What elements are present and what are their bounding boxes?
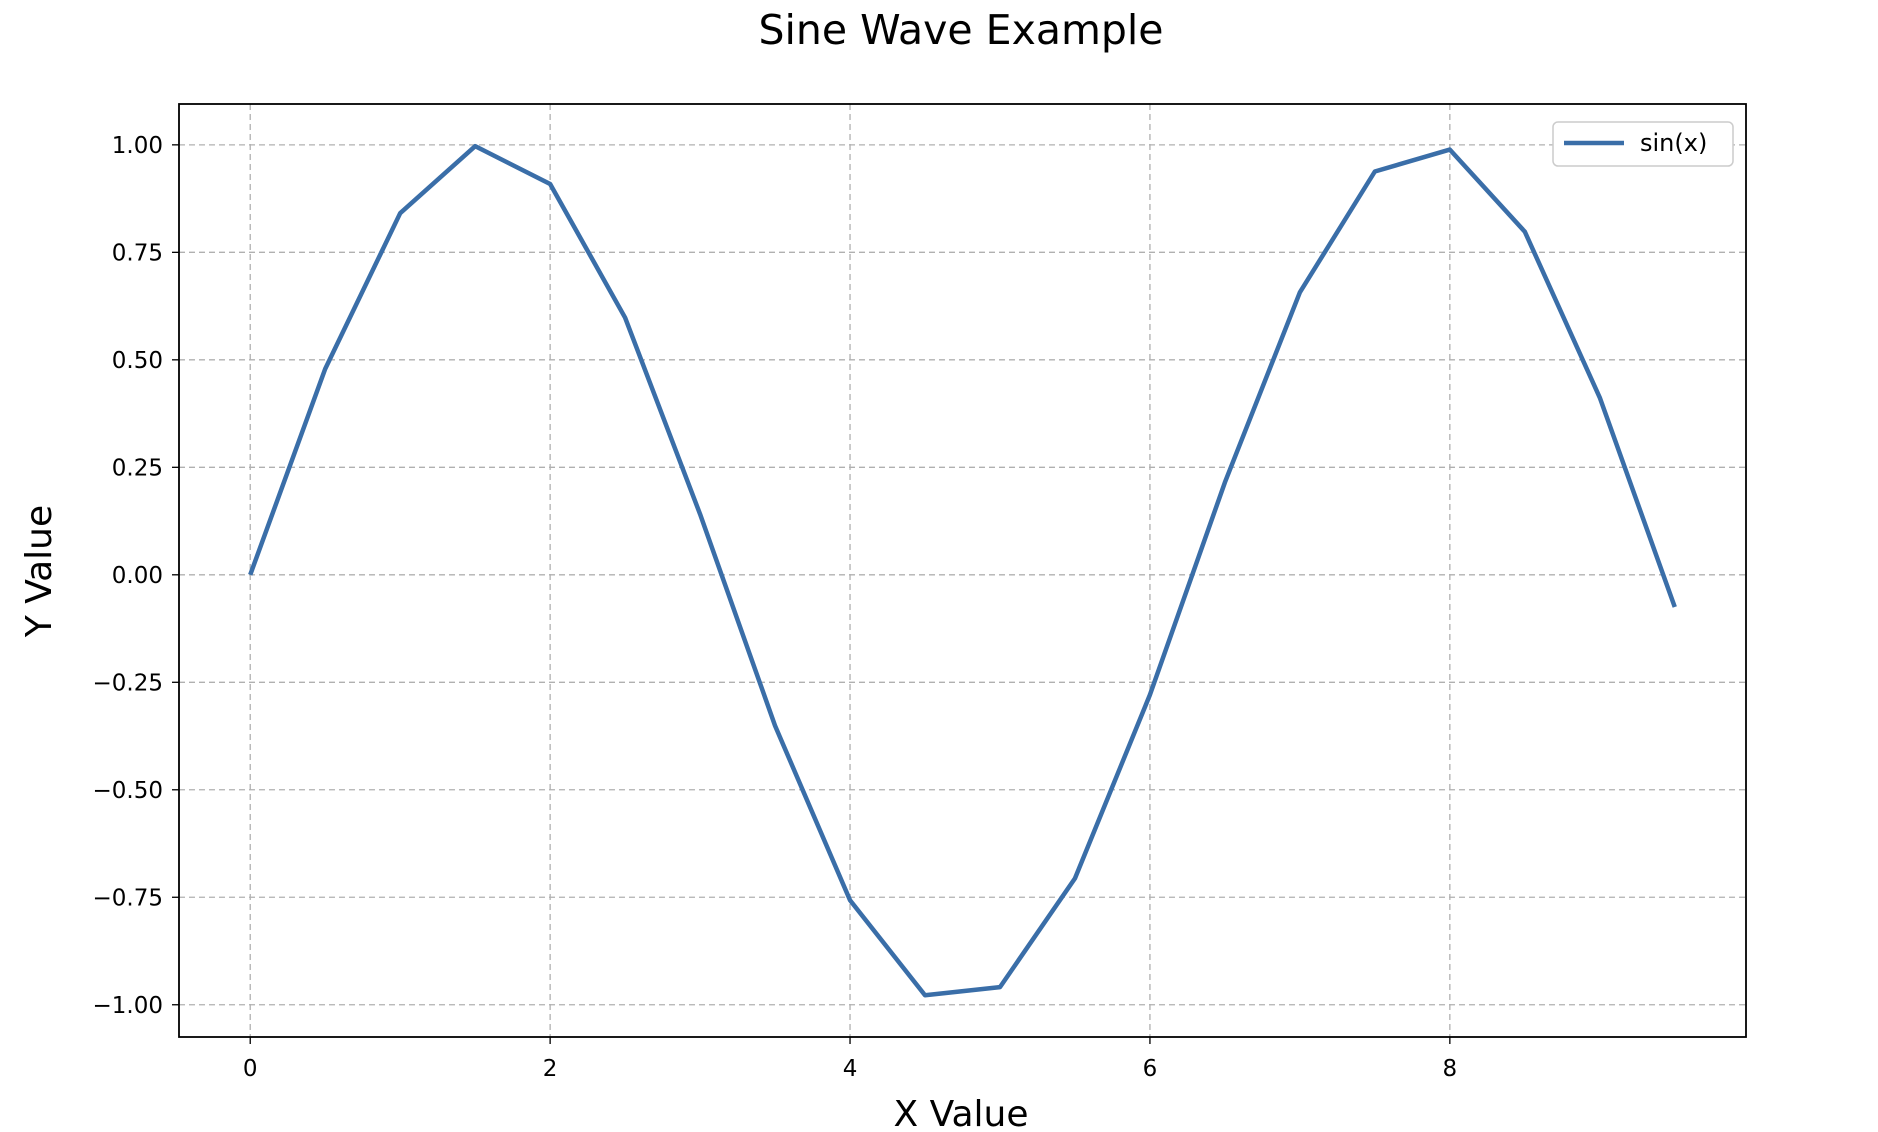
y-axis-label: Y Value — [19, 505, 60, 638]
x-tick-label: 6 — [1143, 1056, 1158, 1082]
x-tick-label: 0 — [243, 1056, 258, 1082]
x-tick-label: 8 — [1443, 1056, 1458, 1082]
y-tick-label: −0.25 — [93, 670, 163, 696]
y-tick-label: 1.00 — [112, 133, 163, 159]
series-lines — [248, 143, 1677, 998]
y-tick-label: 0.25 — [112, 455, 163, 481]
x-axis-ticks: 0 2 4 6 8 — [243, 1037, 1457, 1082]
y-tick-label: 0.00 — [112, 563, 163, 589]
chart-title: Sine Wave Example — [758, 6, 1163, 54]
legend-label-sin: sin(x) — [1640, 129, 1707, 157]
legend: sin(x) — [1552, 121, 1734, 167]
x-tick-label: 2 — [543, 1056, 558, 1082]
x-tick-label: 4 — [843, 1056, 858, 1082]
y-tick-label: 0.50 — [112, 348, 163, 374]
y-tick-label: −1.00 — [93, 993, 163, 1019]
series-line-sin-x — [248, 143, 1677, 998]
grid — [179, 104, 1746, 1037]
plot-area-frame — [178, 103, 1747, 1038]
x-axis-label: X Value — [894, 1094, 1029, 1132]
y-tick-label: −0.50 — [93, 778, 163, 804]
y-tick-label: 0.75 — [112, 240, 163, 266]
y-tick-label: −0.75 — [93, 885, 163, 911]
legend-box — [1552, 121, 1734, 167]
y-axis-ticks: 1.00 0.75 0.50 0.25 0.00 −0.25 −0.50 −0.75 −1.00 — [93, 133, 179, 1019]
